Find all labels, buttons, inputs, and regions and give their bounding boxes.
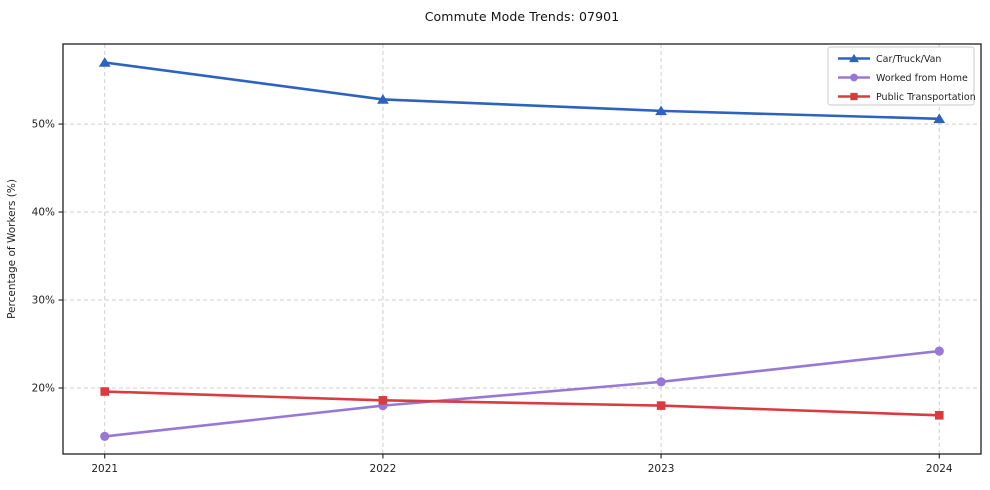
y-tick-label: 40% [32,207,55,219]
y-tick-label: 50% [32,119,55,131]
legend-label: Car/Truck/Van [876,54,941,65]
series-car-truck-van [98,57,946,124]
marker-public-transportation [934,410,944,420]
marker-public-transportation [378,396,388,405]
chart-title: Commute Mode Trends: 07901 [424,9,620,24]
x-tick-label: 2021 [91,463,118,475]
legend-swatch-marker [850,73,858,82]
plot-border [62,43,982,455]
marker-worked-from-home [934,346,944,356]
x-tick-label: 2022 [370,463,397,475]
legend: Car/Truck/Van Worked from Home Public Tran… [827,46,976,106]
marker-worked-from-home [656,377,666,387]
y-tick-label: 30% [32,295,55,307]
legend-swatch-marker [848,53,860,63]
y-tick-label: 20% [32,383,55,395]
legend-label: Public Transportation [876,92,976,103]
series-line-worked-from-home [103,349,941,438]
legend-box [827,46,975,106]
y-axis-label: Percentage of Workers (%) [6,179,18,319]
legend-item-public-transportation: Public Transportation [838,92,976,103]
legend-swatch-marker [850,92,858,101]
marker-car-truck-van [933,113,946,124]
marker-car-truck-van [98,57,111,67]
series-line-public-transportation [103,390,941,417]
marker-public-transportation [656,401,666,410]
legend-label: Worked from Home [876,73,968,84]
x-tick-label: 2024 [926,463,953,475]
legend-item-worked-from-home: Worked from Home [838,73,968,84]
x-tick-label: 2023 [648,463,675,475]
legend-item-car-truck-van: Car/Truck/Van [838,54,941,65]
series-public-transportation [100,387,944,420]
series-line-car-truck-van [103,61,941,121]
marker-public-transportation [100,387,110,396]
marker-car-truck-van [377,94,389,104]
marker-car-truck-van [655,105,667,116]
series-worked-from-home [100,346,944,442]
marker-worked-from-home [100,431,110,442]
